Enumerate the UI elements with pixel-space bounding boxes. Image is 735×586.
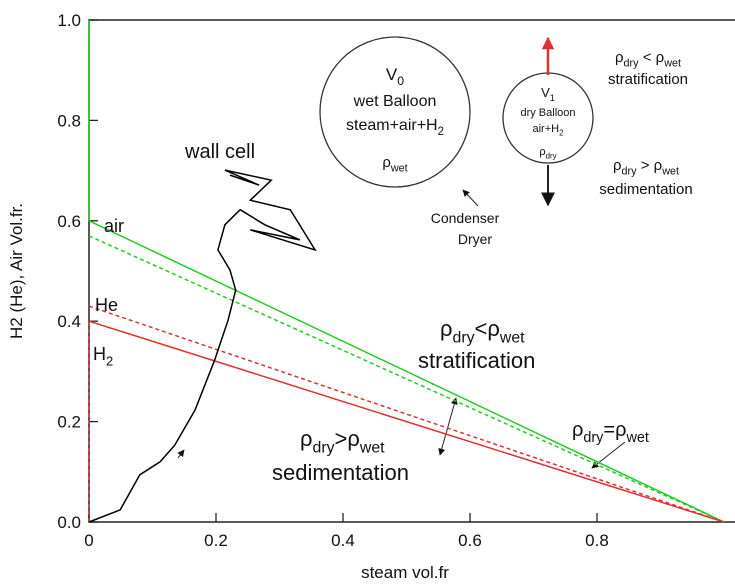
pointer-arrow	[462, 189, 479, 207]
annotation: ρdry < ρwet	[615, 49, 681, 70]
subscript: dry	[546, 151, 557, 160]
subscript: 0	[397, 74, 404, 88]
x-tick-label: 0	[84, 531, 93, 550]
annotation: ρdry<ρwet	[440, 316, 525, 347]
subscript: 2	[106, 353, 113, 368]
annotation-text: Dryer	[458, 231, 493, 247]
annotation-text: < ρ	[639, 49, 665, 66]
annotation-text: V	[541, 85, 550, 100]
annotation-text: Condenser	[431, 210, 500, 226]
annotation: V1	[541, 85, 555, 103]
annotation: He	[95, 295, 118, 315]
annotation: dry Balloon	[520, 107, 575, 119]
subscript: 2	[559, 128, 563, 137]
x-tick-label: 0.8	[585, 531, 609, 550]
annotation: steam+air+H2	[346, 117, 444, 138]
annotation-text: He	[95, 295, 118, 315]
annotation-text: wall cell	[184, 141, 255, 163]
subscript: wet	[390, 163, 408, 175]
annotation-text: steam+air+H	[346, 117, 438, 134]
annotation: air	[104, 216, 124, 236]
series-line	[88, 320, 725, 523]
annotation: ρdry=ρwet	[572, 419, 649, 446]
y-axis-label: H2 (He), Air Vol.fr.	[7, 203, 26, 339]
annotation-text: air	[104, 216, 124, 236]
x-axis-label: steam vol.fr	[361, 563, 449, 582]
annotation-text: ρ	[440, 316, 453, 341]
subscript: wet	[499, 330, 525, 347]
annotation-text: > ρ	[637, 157, 663, 174]
annotation-text: dry Balloon	[520, 107, 575, 119]
annotation-text: ρ	[615, 49, 624, 66]
annotation-text: =ρ	[603, 419, 626, 441]
annotation: ρdry>ρwet	[300, 426, 385, 457]
annotation: stratification	[608, 71, 688, 88]
x-tick-label: 0.4	[331, 531, 355, 550]
annotation: Dryer	[458, 231, 493, 247]
subscript: dry	[313, 440, 335, 457]
annotation-text: ρ	[572, 419, 583, 441]
x-tick-label: 0.6	[458, 531, 482, 550]
series-line	[88, 305, 725, 523]
series-line	[88, 220, 725, 523]
subscript: wet	[661, 166, 679, 178]
y-tick-label: 0.4	[57, 312, 81, 331]
y-tick-label: 0.0	[57, 513, 81, 532]
annotation-text: wet Balloon	[353, 93, 437, 110]
annotation: air+H2	[533, 123, 564, 137]
subscript: 2	[438, 126, 444, 138]
annotation-text: sedimentation	[599, 181, 692, 198]
annotation: Condenser	[431, 210, 500, 226]
subscript: wet	[663, 58, 681, 70]
annotation: V0	[386, 65, 404, 88]
subscript: dry	[624, 58, 640, 70]
annotation-text: <ρ	[475, 316, 500, 341]
plot-frame	[88, 19, 735, 523]
annotation-text: ρ	[539, 146, 545, 158]
annotation: ρdry	[539, 146, 556, 160]
subscript: dry	[583, 430, 604, 446]
annotation-text: ρ	[382, 154, 391, 171]
annotation: ρdry > ρwet	[613, 157, 679, 178]
annotation-text: stratification	[418, 348, 535, 373]
annotation-text: >ρ	[335, 426, 360, 451]
subscript: wet	[359, 440, 385, 457]
annotation: sedimentation	[272, 460, 409, 485]
annotation-text: sedimentation	[272, 460, 409, 485]
pointer-arrow	[591, 441, 626, 469]
subscript: dry	[453, 330, 475, 347]
annotation: wall cell	[184, 141, 255, 163]
annotation: wet Balloon	[353, 93, 437, 110]
annotation: H2	[93, 344, 113, 368]
subscript: wet	[625, 430, 648, 446]
annotation-text: H	[93, 344, 106, 364]
subscript: 1	[550, 93, 555, 103]
annotation: stratification	[418, 348, 535, 373]
y-tick-label: 0.6	[57, 212, 81, 231]
y-tick-label: 1.0	[57, 11, 81, 30]
x-tick-label: 0.2	[204, 531, 228, 550]
trajectory-arrow	[177, 449, 185, 459]
annotation-text: stratification	[608, 71, 688, 88]
double-arrow	[438, 397, 458, 456]
annotation-text: air+H	[533, 123, 560, 135]
annotation: sedimentation	[599, 181, 692, 198]
subscript: dry	[622, 166, 638, 178]
series-line	[88, 169, 317, 523]
annotation-text: V	[386, 65, 398, 84]
y-tick-label: 0.8	[57, 111, 81, 130]
y-tick-label: 0.2	[57, 413, 81, 432]
annotation: ρwet	[382, 154, 407, 175]
annotation-text: ρ	[613, 157, 622, 174]
wet-balloon	[319, 36, 471, 188]
annotation-text: ρ	[300, 426, 313, 451]
